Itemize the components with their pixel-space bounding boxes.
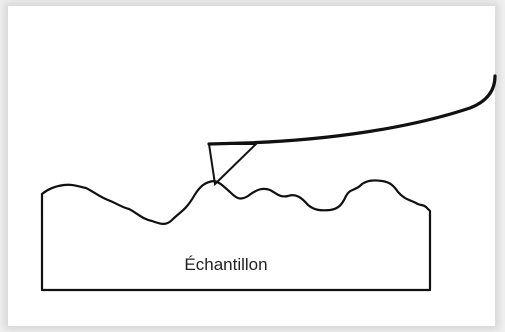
sample-surface bbox=[40, 179, 432, 292]
sample-label: Échantillon bbox=[184, 255, 267, 274]
probe-tip bbox=[207, 143, 259, 187]
cantilever bbox=[207, 74, 497, 146]
figure-card bbox=[8, 6, 495, 326]
